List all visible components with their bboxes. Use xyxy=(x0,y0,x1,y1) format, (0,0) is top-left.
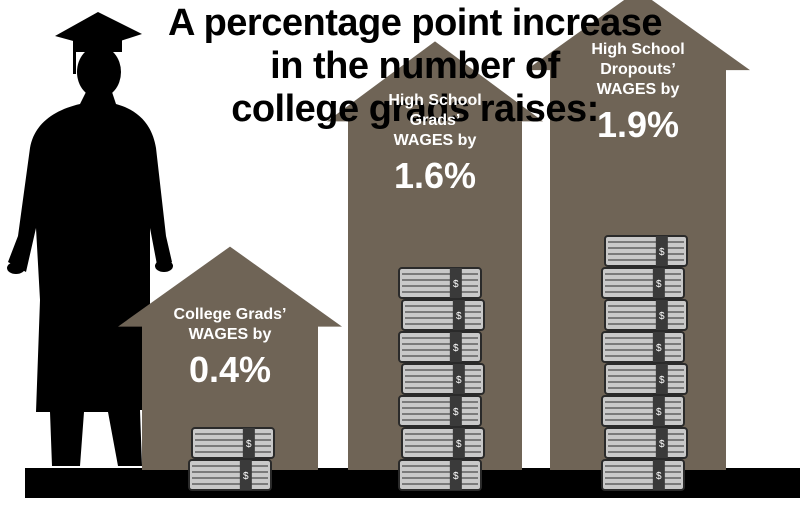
bar-value-label: 1.9% xyxy=(596,104,680,146)
money-bundle-icon: $ xyxy=(604,235,688,267)
money-bundle-icon: $ xyxy=(191,427,275,459)
bar-label-line: WAGES by xyxy=(393,132,477,150)
money-bundle-icon: $ xyxy=(398,267,482,299)
svg-text:$: $ xyxy=(656,407,662,418)
chart-title-line-2: in the number of xyxy=(270,45,560,87)
bar-label-line: High School xyxy=(591,41,685,59)
money-bundle-icon: $ xyxy=(398,395,482,427)
svg-text:$: $ xyxy=(453,343,459,354)
money-bundle-icon: $ xyxy=(601,395,685,427)
svg-text:$: $ xyxy=(659,439,665,450)
bar-label-line: WAGES by xyxy=(596,81,680,99)
money-stack-college-grads: $$ xyxy=(188,427,275,491)
money-bundle-icon: $ xyxy=(604,299,688,331)
money-stack-high-school-dropouts: $ $ $ $ $ $ $ $ xyxy=(601,235,688,491)
svg-text:$: $ xyxy=(456,311,462,322)
svg-text:$: $ xyxy=(243,471,249,482)
svg-text:$: $ xyxy=(656,471,662,482)
bar-label-high-school-grads: High School Grads’ WAGES by 1.6% xyxy=(335,91,535,197)
bar-value-label: 0.4% xyxy=(188,348,272,390)
money-bundle-icon: $ xyxy=(398,459,482,491)
chart-title: A percentage point increase in the numbe… xyxy=(150,2,680,131)
svg-text:$: $ xyxy=(659,247,665,258)
money-bundle-icon: $ xyxy=(401,427,485,459)
svg-text:$: $ xyxy=(656,343,662,354)
svg-text:$: $ xyxy=(659,375,665,386)
bar-label-line: WAGES by xyxy=(188,325,272,343)
bar-label-high-school-dropouts: High School Dropouts’ WAGES by 1.9% xyxy=(538,40,738,146)
svg-text:$: $ xyxy=(456,375,462,386)
money-bundle-icon: $ xyxy=(188,459,272,491)
chart-title-line-1: A percentage point increase xyxy=(167,2,663,44)
svg-text:$: $ xyxy=(453,279,459,290)
bar-arrow-high-school-grads xyxy=(327,41,543,471)
bar-label-line: High School xyxy=(388,92,482,110)
chart-title-line-3: college grads raises: xyxy=(231,88,599,130)
money-stack-high-school-grads: $ $ $ $ $ $ $ xyxy=(398,267,485,491)
bar-label-line: Grads’ xyxy=(409,112,461,130)
svg-text:$: $ xyxy=(453,471,459,482)
bar-label-line: Dropouts’ xyxy=(600,61,676,79)
bar-value-label: 1.6% xyxy=(393,155,477,197)
money-bundle-icon: $ xyxy=(398,331,482,363)
money-bundle-icon: $ xyxy=(604,363,688,395)
bar-label-college-grads: College Grads’ WAGES by 0.4% xyxy=(130,305,330,391)
money-bundle-icon: $ xyxy=(401,363,485,395)
svg-text:$: $ xyxy=(456,439,462,450)
money-bundle-icon: $ xyxy=(601,267,685,299)
svg-text:$: $ xyxy=(453,407,459,418)
money-bundle-icon: $ xyxy=(601,459,685,491)
svg-text:$: $ xyxy=(656,279,662,290)
money-bundle-icon: $ xyxy=(601,331,685,363)
svg-text:$: $ xyxy=(659,311,665,322)
bar-arrow-college-grads xyxy=(118,246,342,470)
graduate-silhouette-icon xyxy=(7,12,173,466)
money-bundle-icon: $ xyxy=(604,427,688,459)
svg-text:$: $ xyxy=(246,439,252,450)
bar-label-line: College Grads’ xyxy=(173,305,287,323)
money-bundle-icon: $ xyxy=(401,299,485,331)
